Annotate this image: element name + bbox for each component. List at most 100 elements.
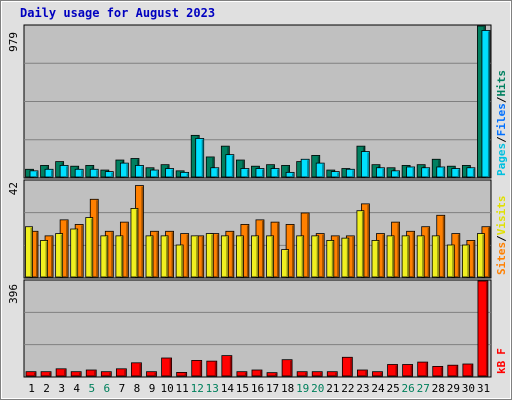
x-tick-label-6: 6 (104, 382, 111, 395)
files-bar-14-shade (231, 155, 234, 177)
visits-bar-12 (190, 235, 199, 278)
sites-bar-11-shade (186, 234, 189, 277)
kbytes-bar-24-shade (380, 372, 382, 376)
visits-bar-17 (266, 235, 274, 278)
visits-bar-4-shade (75, 230, 78, 277)
sites-bar-25-shade (397, 223, 400, 277)
files-bar-13-shade (216, 168, 219, 177)
sites-bar-8-shade (141, 186, 143, 277)
kbytes-bar-1 (25, 371, 37, 377)
visits-bar-26 (401, 235, 410, 278)
visits-bar-25 (386, 235, 395, 278)
sites-bar-13-shade (216, 234, 219, 277)
files-bar-17 (270, 168, 280, 178)
files-bar-5-shade (96, 170, 98, 177)
visits-bar-28 (431, 235, 440, 278)
kbytes-bar-13-shade (214, 362, 217, 376)
sites-bar-21-shade (337, 236, 339, 277)
kbytes-bar-10-shade (169, 359, 172, 376)
visits-bar-18-shade (286, 250, 289, 277)
sites-bar-23-shade (367, 204, 369, 277)
visits-bar-2 (40, 240, 48, 278)
kbytes-bar-18 (281, 359, 293, 377)
kbytes-bar-14-shade (229, 356, 232, 376)
x-tick-label-26: 26 (402, 382, 415, 395)
kbytes-bar-20-shade (320, 372, 322, 376)
visits-bar-9-shade (151, 236, 153, 277)
files-bar-28-shade (442, 167, 445, 177)
kbytes-bar-29-shade (455, 366, 458, 376)
visits-bar-31 (477, 233, 485, 278)
visits-bar-27 (416, 235, 425, 278)
kbytes-bar-4 (70, 371, 82, 377)
files-bar-26 (406, 166, 416, 178)
visits-bar-16-shade (256, 236, 258, 277)
files-bar-15 (240, 168, 250, 178)
kbytes-bar-31-shade (485, 282, 488, 376)
files-bar-6 (104, 171, 114, 178)
visits-bar-20 (311, 235, 320, 278)
visits-bar-10-shade (166, 236, 168, 277)
kbytes-bar-27 (417, 361, 429, 377)
visits-bar-20-shade (316, 236, 319, 277)
sites-bar-30-shade (472, 241, 475, 277)
visits-bar-5-shade (90, 218, 93, 277)
files-bar-3 (59, 165, 69, 178)
x-tick-label-8: 8 (134, 382, 141, 395)
sites-bar-17-shade (277, 223, 279, 277)
legend-f: F (495, 348, 508, 355)
kbytes-panel (23, 279, 492, 378)
chart-title: Daily usage for August 2023 (20, 6, 215, 20)
visits-legend: Sites/Visits (495, 196, 508, 276)
sites-bar-15-shade (246, 225, 249, 277)
kbytes-bar-9-shade (154, 372, 157, 376)
visits-bar-23-shade (361, 211, 364, 277)
x-tick-label-9: 9 (149, 382, 156, 395)
kbytes-bar-5 (85, 369, 97, 377)
kbytes-bar-7-shade (124, 369, 126, 376)
visits-bar-30-shade (467, 246, 469, 277)
kbytes-bar-13 (206, 360, 218, 377)
visits-bar-7-shade (120, 236, 123, 277)
kbytes-bar-14 (221, 355, 233, 377)
visits-ymax-label: 42 (7, 182, 20, 195)
files-bar-23 (361, 151, 370, 178)
visits-panel (23, 179, 492, 279)
visits-bar-24 (371, 240, 380, 278)
files-bar-31 (481, 30, 491, 178)
x-axis-labels: 1 2 3 4 5 6 7 8 9 10 11 12 13 14 15 16 17 18 19 20 21 22 23 24 2… (28, 382, 490, 395)
kbytes-bar-17-shade (275, 373, 277, 376)
files-bar-4-shade (81, 170, 83, 177)
kbytes-bar-19-shade (305, 372, 307, 376)
kbytes-bar-17 (266, 372, 278, 377)
kbytes-bar-9 (146, 371, 157, 377)
x-tick-label-11: 11 (176, 382, 189, 395)
files-bar-22-shade (352, 170, 354, 177)
visits-bar-29 (446, 244, 455, 278)
files-bar-27 (421, 167, 431, 178)
x-tick-label-29: 29 (447, 382, 460, 395)
files-bar-16-shade (261, 169, 264, 177)
files-bar-24-shade (382, 168, 384, 177)
sites-bar-16-shade (261, 220, 264, 277)
files-bar-11-shade (186, 173, 189, 177)
files-bar-10-shade (171, 169, 174, 177)
files-bar-25-shade (397, 171, 400, 177)
hits-bar-18-shade (287, 166, 290, 177)
x-tick-label-4: 4 (73, 382, 80, 395)
sites-bar-31-shade (487, 227, 490, 277)
kbytes-bar-24 (372, 371, 383, 377)
files-bar-1 (29, 170, 39, 178)
visits-bar-30 (461, 244, 470, 278)
files-bar-26-shade (412, 167, 415, 177)
hits-bar-13 (205, 156, 215, 178)
files-bar-29-shade (457, 169, 460, 177)
visits-bar-7 (115, 235, 124, 278)
x-tick-label-15: 15 (236, 382, 249, 395)
x-tick-label-30: 30 (462, 382, 475, 395)
kbytes-bar-11 (176, 372, 188, 377)
visits-bar-13 (205, 233, 214, 278)
sites-bar-6-shade (111, 232, 113, 277)
x-tick-label-24: 24 (371, 382, 385, 395)
